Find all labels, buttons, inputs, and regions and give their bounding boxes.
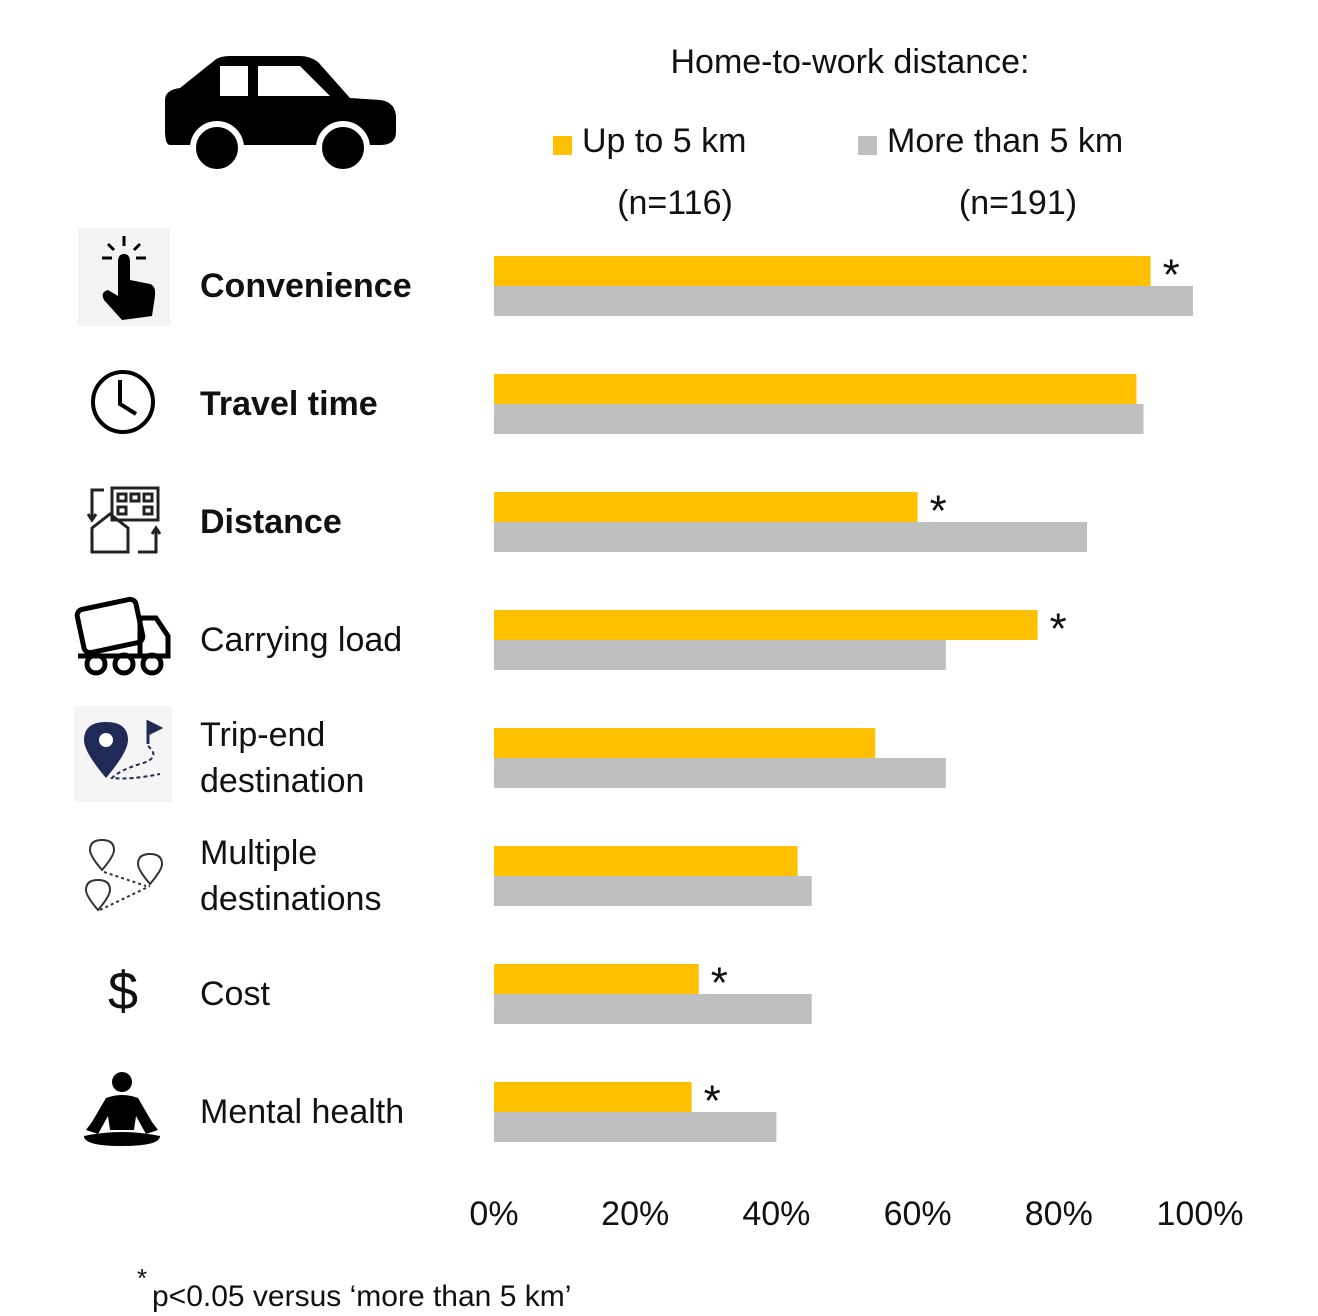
footnote-marker: * xyxy=(137,1263,147,1293)
pointer-icon xyxy=(78,228,170,326)
bar xyxy=(494,640,946,670)
bar xyxy=(494,610,1038,640)
destination-icon xyxy=(74,706,172,802)
clock-icon xyxy=(91,370,155,434)
legend-swatch xyxy=(553,136,572,155)
category-label: Cost xyxy=(200,975,270,1013)
x-tick-label: 0% xyxy=(469,1195,518,1233)
bar xyxy=(494,492,918,522)
footnote: p<0.05 versus ‘more than 5 km’ xyxy=(152,1280,571,1313)
bar xyxy=(494,374,1137,404)
x-tick-label: 20% xyxy=(601,1195,669,1233)
x-tick-label: 40% xyxy=(742,1195,810,1233)
legend-sample: (n=191) xyxy=(959,184,1077,222)
truck-icon xyxy=(74,596,171,676)
category-label: Carrying load xyxy=(200,621,403,659)
bar xyxy=(494,1112,777,1142)
category-label: Travel time xyxy=(200,385,378,423)
category-label: Distance xyxy=(200,503,342,541)
legend-label: More than 5 km xyxy=(887,122,1123,160)
bar xyxy=(494,728,876,758)
x-tick-label: 80% xyxy=(1025,1195,1093,1233)
significance-marker: * xyxy=(1050,605,1067,654)
meditation-icon xyxy=(84,1072,160,1146)
x-tick-label: 60% xyxy=(884,1195,952,1233)
legend-sample: (n=116) xyxy=(617,184,733,222)
bar xyxy=(494,256,1151,286)
significance-marker: * xyxy=(1163,251,1180,300)
x-tick-label: 100% xyxy=(1157,1195,1244,1233)
bar xyxy=(494,404,1144,434)
bar xyxy=(494,846,798,876)
bar xyxy=(494,994,812,1024)
significance-marker: * xyxy=(704,1077,721,1126)
category-label: Multiple destinations xyxy=(200,834,382,918)
significance-marker: * xyxy=(930,487,947,536)
category-label: Mental health xyxy=(200,1093,405,1131)
bar xyxy=(494,876,812,906)
bar xyxy=(494,522,1088,552)
bar xyxy=(494,758,946,788)
bar xyxy=(494,964,699,994)
bar xyxy=(494,286,1193,316)
legend-label: Up to 5 km xyxy=(582,122,746,160)
car-icon xyxy=(165,56,396,175)
bar xyxy=(494,1082,692,1112)
distance-icon xyxy=(86,486,162,554)
multi-destination-icon xyxy=(84,838,164,912)
legend-title: Home-to-work distance: xyxy=(670,43,1029,81)
significance-marker: * xyxy=(711,959,728,1008)
category-label: Convenience xyxy=(200,267,412,305)
dollar-icon: $ xyxy=(108,961,138,1021)
category-label: Trip-end destination xyxy=(200,716,365,800)
legend-swatch xyxy=(858,136,877,155)
